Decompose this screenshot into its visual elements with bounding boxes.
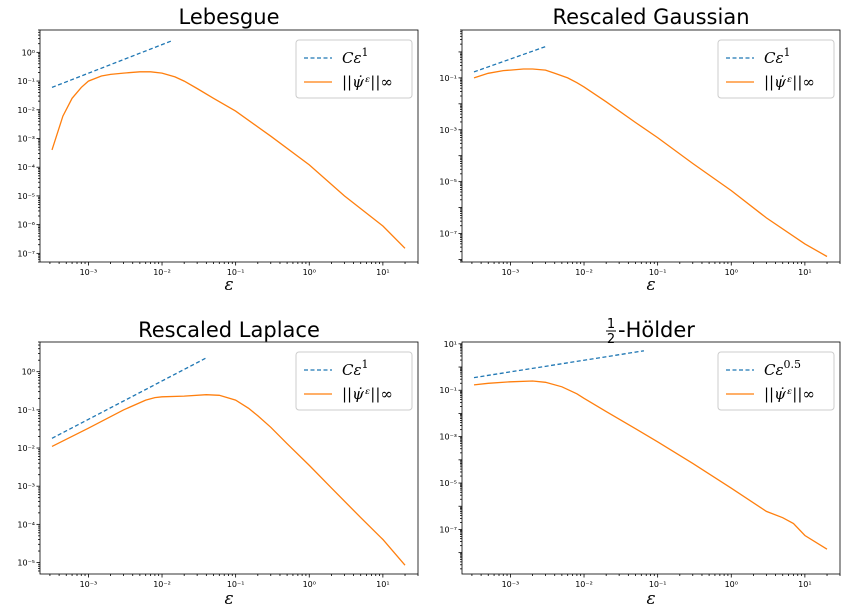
plot-frame [461, 29, 841, 263]
x-tick-label: 10⁻² [153, 268, 171, 277]
title-text: -Hölder [618, 318, 695, 342]
legend-curve-label: ||ψ̇ᵋ||∞ [342, 385, 393, 403]
subplot-4: 12 -Hölder ε 10⁻³ 10⁻² 10⁻¹ 10⁰ 10¹ 10⁻⁷ 10⁻⁵ 10⁻³… [439, 317, 841, 607]
y-tick-label: 10⁻¹ [17, 77, 35, 86]
y-tick-label: 10⁰ [22, 48, 35, 57]
y-tick-label: 10⁻⁵ [17, 559, 35, 568]
x-tick-label: 10⁻¹ [649, 268, 667, 277]
x-axis-label: ε [646, 589, 655, 607]
y-tick-label: 10⁻¹ [439, 386, 457, 395]
x-tick-label: 10⁰ [303, 580, 316, 589]
x-tick-label: 10¹ [798, 268, 811, 277]
x-tick-label: 10⁰ [725, 268, 738, 277]
legend: Cε1||ψ̇ᵋ||∞ [717, 39, 835, 99]
y-tick-label: 10⁻² [17, 444, 35, 453]
x-tick-label: 10⁻¹ [227, 580, 245, 589]
x-tick-label: 10⁻² [575, 580, 593, 589]
plot-frame [461, 341, 841, 575]
y-tick-label: 10⁻¹ [17, 406, 35, 415]
reference-line [473, 45, 546, 73]
title-fraction-denominator: 2 [607, 332, 615, 347]
title-fraction-numerator: 1 [607, 317, 615, 332]
y-tick-label: 10⁻⁷ [439, 230, 457, 239]
legend-curve-label: ||ψ̇ᵋ||∞ [342, 73, 393, 91]
curve-line [51, 394, 406, 566]
x-tick-label: 10¹ [798, 580, 811, 589]
legend-box [717, 351, 835, 411]
curve-line [51, 71, 406, 249]
y-tick-label: 10⁻³ [17, 482, 35, 491]
plot-title: Rescaled Laplace [138, 318, 320, 342]
y-tick-label: 10⁻⁵ [17, 192, 35, 201]
y-tick-label: 10⁻² [17, 106, 35, 115]
y-tick-label: 10⁻⁵ [439, 479, 457, 488]
legend: Cε1||ψ̇ᵋ||∞ [295, 351, 413, 411]
plot-title: Rescaled Gaussian [552, 5, 749, 29]
curve-line [473, 68, 828, 258]
x-tick-label: 10⁻³ [502, 268, 520, 277]
y-tick-label: 10¹ [444, 340, 457, 349]
y-tick-label: 10⁻³ [17, 134, 35, 143]
plot-title: Lebesgue [178, 5, 279, 29]
x-tick-label: 10¹ [376, 268, 389, 277]
x-tick-label: 10⁻¹ [649, 580, 667, 589]
x-axis-label: ε [224, 589, 233, 607]
x-axis-label: ε [224, 275, 233, 295]
x-tick-label: 10¹ [376, 580, 389, 589]
y-tick-label: 10⁻⁷ [439, 525, 457, 534]
x-tick-label: 10⁰ [725, 580, 738, 589]
y-tick-label: 10⁻⁶ [17, 221, 35, 230]
plot-title: 12 -Hölder [606, 317, 695, 347]
x-tick-label: 10⁻² [575, 268, 593, 277]
x-tick-label: 10⁻³ [502, 580, 520, 589]
subplot-1: Lebesgue ε 10⁻³ 10⁻² 10⁻¹ 10⁰ 10¹ 10⁻⁷ 10⁻⁶ 10⁻⁵ 1… [17, 5, 419, 295]
y-tick-label: 10⁻¹ [439, 74, 457, 83]
y-tick-label: 10⁻⁴ [17, 520, 35, 529]
plot-frame [39, 29, 419, 263]
legend-curve-label: ||ψ̇ᵋ||∞ [764, 73, 815, 91]
y-tick-label: 10⁻⁴ [17, 163, 35, 172]
legend-curve-label: ||ψ̇ᵋ||∞ [764, 385, 815, 403]
x-tick-label: 10⁰ [303, 268, 316, 277]
curve-line [473, 380, 828, 550]
reference-line [51, 357, 207, 439]
x-tick-label: 10⁻³ [80, 268, 98, 277]
y-tick-label: 10⁻⁵ [439, 178, 457, 187]
reference-line [473, 350, 645, 379]
reference-line [51, 39, 174, 89]
legend-box [295, 351, 413, 411]
legend-box [295, 39, 413, 99]
x-tick-label: 10⁻³ [80, 580, 98, 589]
subplot-2: Rescaled Gaussian ε 10⁻³ 10⁻² 10⁻¹ 10⁰ 10¹ 10⁻⁷… [439, 5, 841, 295]
y-tick-label: 10⁻³ [439, 433, 457, 442]
legend-box [717, 39, 835, 99]
legend: Cε1||ψ̇ᵋ||∞ [295, 39, 413, 99]
y-tick-label: 10⁻⁷ [17, 249, 35, 258]
x-tick-label: 10⁻¹ [227, 268, 245, 277]
subplot-3: Rescaled Laplace ε 10⁻³ 10⁻² 10⁻¹ 10⁰ 10¹ 10⁻⁵ 1… [17, 318, 419, 607]
x-axis-label: ε [646, 275, 655, 295]
y-tick-label: 10⁻³ [439, 126, 457, 135]
plot-frame [39, 341, 419, 575]
y-tick-label: 10⁰ [22, 368, 35, 377]
x-tick-label: 10⁻² [153, 580, 171, 589]
legend: Cε0.5||ψ̇ᵋ||∞ [717, 351, 835, 411]
